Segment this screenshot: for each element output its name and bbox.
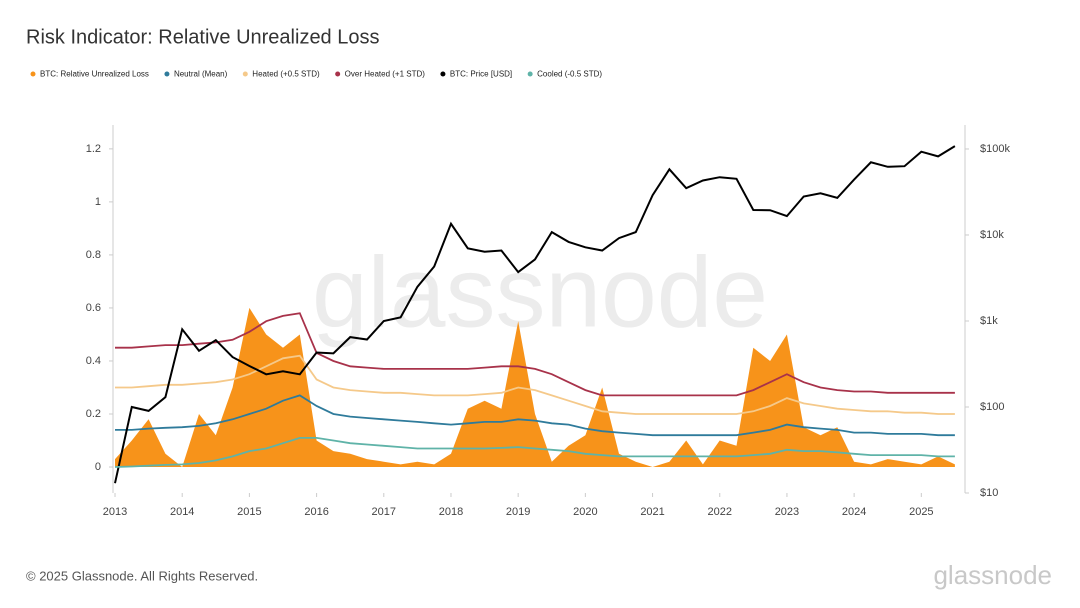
line <box>114 437 955 468</box>
y2-tick-label: $10k <box>980 229 1004 241</box>
legend-label: Heated (+0.5 STD) <box>252 70 320 79</box>
line <box>115 394 955 437</box>
y2-tick-label: $100k <box>980 143 1010 155</box>
watermark: glassnode <box>312 236 768 348</box>
x-tick-label: 2020 <box>573 506 597 518</box>
line <box>115 354 955 415</box>
x-tick-label: 2013 <box>103 506 127 518</box>
x-tick-label: 2025 <box>909 506 933 518</box>
y-tick-label: 0.4 <box>86 355 101 367</box>
x-tick-label: 2024 <box>842 506 866 518</box>
chart-title: Risk Indicator: Relative Unrealized Loss <box>26 26 380 48</box>
legend-dot <box>164 71 170 77</box>
area <box>115 307 955 468</box>
legend-label: Cooled (-0.5 STD) <box>537 70 602 79</box>
x-tick-label: 2016 <box>304 506 328 518</box>
x-tick-label: 2023 <box>775 506 799 518</box>
legend-label: Over Heated (+1 STD) <box>345 70 426 79</box>
y-tick-label: 0.2 <box>86 408 101 420</box>
x-tick-label: 2017 <box>372 506 396 518</box>
x-tick-label: 2014 <box>170 506 194 518</box>
logo: glassnode <box>933 560 1052 590</box>
y2-tick-label: $100 <box>980 401 1004 413</box>
footer: © 2025 Glassnode. All Rights Reserved. <box>26 568 258 583</box>
y-tick-label: 0.8 <box>86 249 101 261</box>
legend-dot <box>242 71 248 77</box>
y-tick-label: 1.2 <box>86 143 101 155</box>
x-tick-label: 2018 <box>439 506 463 518</box>
legend-label: Neutral (Mean) <box>174 70 228 79</box>
legend-label: BTC: Relative Unrealized Loss <box>40 70 149 79</box>
legend-dot <box>30 71 36 77</box>
y2-tick-label: $1k <box>980 315 998 327</box>
y-tick-label: 0.6 <box>86 302 101 314</box>
legend-dot <box>527 71 533 77</box>
x-tick-label: 2019 <box>506 506 530 518</box>
y-tick-label: 0 <box>95 461 101 473</box>
line <box>115 312 955 397</box>
legend-label: BTC: Price [USD] <box>450 70 512 79</box>
legend-dot <box>440 71 446 77</box>
y2-tick-label: $10 <box>980 487 998 499</box>
y-tick-label: 1 <box>95 196 101 208</box>
legend-dot <box>335 71 341 77</box>
line <box>114 145 956 484</box>
x-tick-label: 2022 <box>708 506 732 518</box>
x-tick-label: 2021 <box>640 506 664 518</box>
x-tick-label: 2015 <box>237 506 261 518</box>
